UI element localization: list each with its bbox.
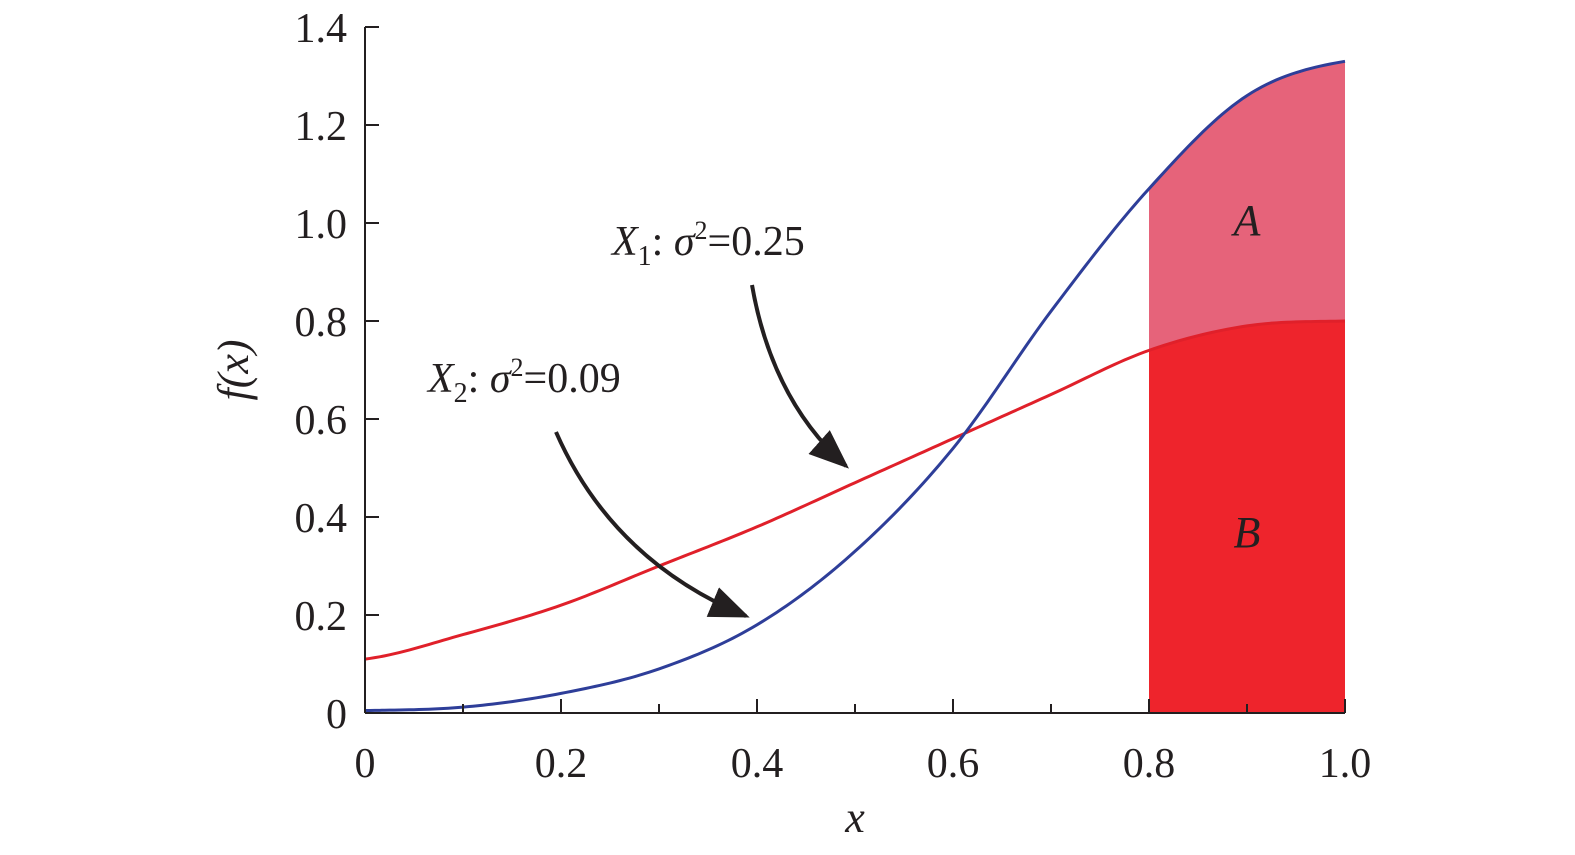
- region-a: [1149, 61, 1345, 351]
- series-label-x2: X2: σ2=0.09: [426, 353, 621, 409]
- x-axis-title: x: [844, 793, 865, 842]
- y-tick-label: 1.2: [295, 104, 348, 150]
- series-label-x1: X1: σ2=0.25: [610, 216, 805, 272]
- series-line-1: [364, 319, 1346, 661]
- series-line-2: [364, 59, 1346, 713]
- annotations: X1: σ2=0.25 X2: σ2=0.09: [426, 216, 849, 618]
- arrow-x1: [750, 284, 849, 469]
- y-tick-label: 1.0: [295, 202, 348, 248]
- shaded-regions: AB: [1149, 61, 1345, 713]
- y-tick-label: 0.2: [295, 594, 348, 640]
- x-tick-label: 0.6: [927, 741, 980, 787]
- region-a-label: A: [1231, 196, 1262, 245]
- y-axis-title: f(x): [209, 339, 258, 400]
- y-tick-label: 0: [326, 692, 347, 738]
- y-tick-label: 0.6: [295, 398, 348, 444]
- y-tick-label: 0.8: [295, 300, 348, 346]
- curves: [364, 59, 1346, 713]
- x-tick-label: 0.8: [1123, 741, 1176, 787]
- x-tick-label: 0.4: [731, 741, 784, 787]
- x-tick-label: 1.0: [1319, 741, 1372, 787]
- x-tick-label: 0: [355, 741, 376, 787]
- y-tick-label: 1.4: [295, 6, 348, 52]
- arrow-x2: [554, 431, 750, 618]
- region-b: [1149, 321, 1345, 713]
- y-tick-label: 0.4: [295, 496, 348, 542]
- region-b-label: B: [1234, 508, 1261, 557]
- x-tick-label: 0.2: [535, 741, 588, 787]
- ticks: 0 0.2 0.4 0.6 0.8 1.0 0 0.2 0.4 0.6 0.8 1.0 1.2 1.4: [295, 6, 1372, 787]
